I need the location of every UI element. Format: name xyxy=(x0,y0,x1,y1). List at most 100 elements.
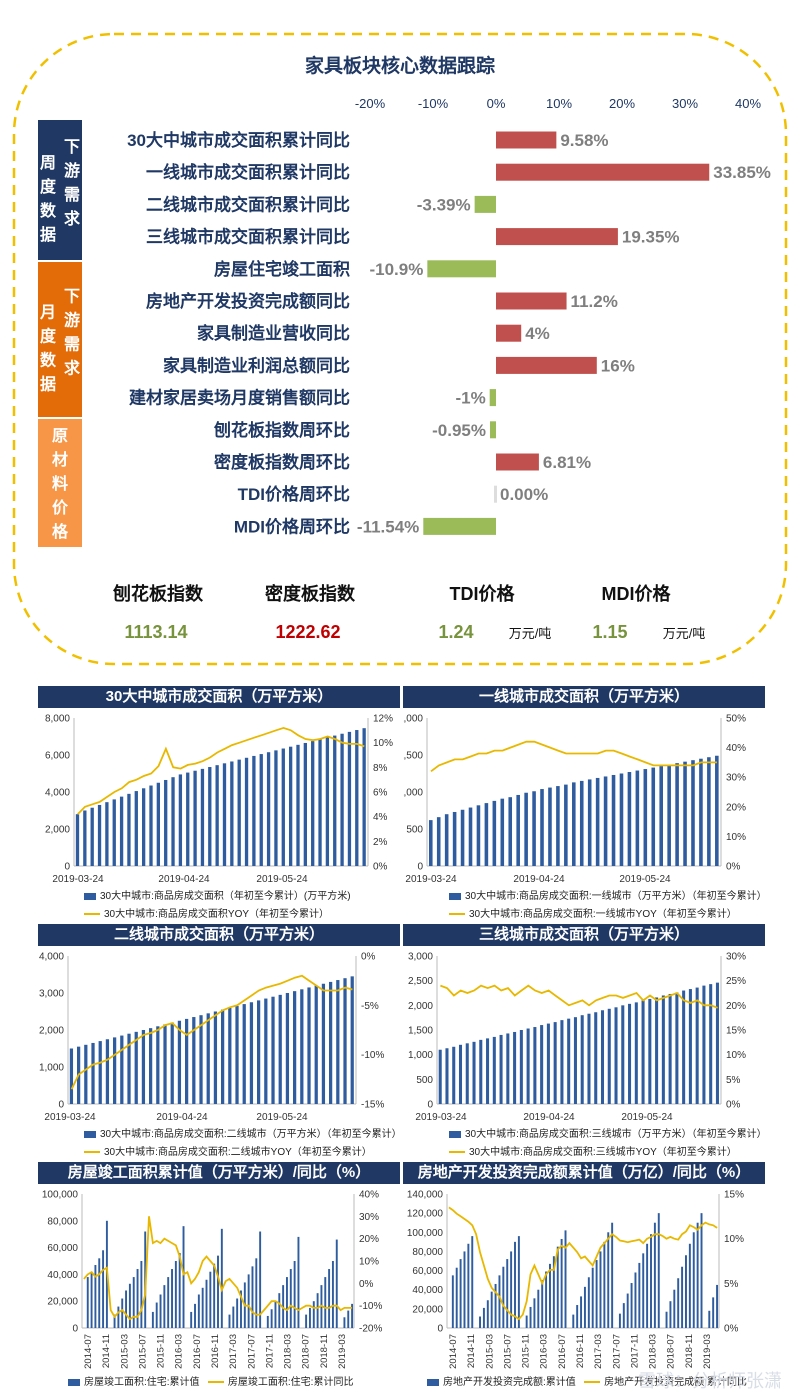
bar xyxy=(208,767,212,866)
page-title: 家具板块核心数据跟踪 xyxy=(305,54,495,77)
x-tick-label: 2014-11 xyxy=(466,1334,477,1368)
bar xyxy=(655,997,659,1104)
bar xyxy=(328,1269,331,1328)
bar xyxy=(119,796,124,866)
bar xyxy=(533,1027,537,1104)
legend: 30大中城市:商品房成交面积:三线城市（万平方米）（年初至今累计） 30大中城市… xyxy=(403,1126,767,1162)
bar xyxy=(305,1314,308,1328)
bar xyxy=(308,1307,311,1328)
bar xyxy=(336,980,340,1104)
bar xyxy=(642,1253,645,1328)
chart-investment: 0 20,000 40,000 60,000 80,000 100,000 120,000 1… xyxy=(407,1190,744,1369)
section-raw-material-block xyxy=(38,419,82,547)
bar xyxy=(628,1003,632,1104)
bar xyxy=(532,791,536,866)
x-tick-label: 20% xyxy=(609,96,635,111)
category-label: 密度板指数周环比 xyxy=(214,452,350,472)
x-tick-label: 2017-03 xyxy=(593,1334,604,1369)
y-tick-label: 1,500 xyxy=(403,751,423,762)
y2-tick-label: 10% xyxy=(724,1234,744,1245)
bar xyxy=(564,784,568,866)
panel-completion: 房屋竣工面积累计值（万平方米）/同比（%） 0 20,000 40,000 60,00… xyxy=(38,1162,400,1392)
bar xyxy=(221,1009,225,1104)
bar xyxy=(105,802,109,866)
y-tick-label: 2,000 xyxy=(45,825,70,836)
panel-30-city: 30大中城市成交面积（万平方米） 0 2,000 4,000 6,000 8,000 0%… xyxy=(38,686,400,924)
bar xyxy=(321,983,326,1104)
y-tick-label: 140,000 xyxy=(407,1190,444,1201)
y-tick-label: 8,000 xyxy=(45,714,70,725)
bar xyxy=(102,1250,105,1328)
summary-value: 1.24 xyxy=(438,622,473,642)
y2-tick-label: 10% xyxy=(726,1050,746,1061)
bar xyxy=(709,984,713,1104)
panel-investment: 房地产开发投资完成额累计值（万亿）/同比（%） 0 20,000 40,000 60,… xyxy=(403,1162,765,1392)
category-label: 30大中城市成交面积累计同比 xyxy=(127,130,350,150)
bar xyxy=(163,1285,166,1328)
bar xyxy=(171,777,175,866)
indicator-bar xyxy=(474,195,496,213)
bar xyxy=(506,1033,510,1104)
bar xyxy=(228,1007,232,1104)
bar xyxy=(611,1222,614,1328)
bar xyxy=(696,1222,699,1328)
bar xyxy=(699,758,703,866)
bar xyxy=(255,1258,258,1328)
section-label-char: 下 xyxy=(64,289,80,306)
bar xyxy=(324,1277,327,1328)
section-label-char: 月 xyxy=(39,304,56,322)
bar xyxy=(217,1255,219,1328)
bar xyxy=(587,1277,590,1328)
x-tick-label: 2015-11 xyxy=(521,1334,532,1368)
legend-bar-label: 30大中城市:商品房成交面积:二线城市（万平方米）（年初至今累计） xyxy=(100,1129,402,1140)
value-label: 9.58% xyxy=(560,131,608,150)
bar xyxy=(436,817,441,866)
bar xyxy=(259,754,263,866)
bar xyxy=(675,763,679,866)
x-tick-label: -10% xyxy=(418,96,449,111)
bar xyxy=(232,1306,235,1328)
bar xyxy=(155,1302,158,1328)
bar xyxy=(270,1309,273,1328)
dashed-border xyxy=(12,32,788,666)
bar xyxy=(476,805,481,866)
bar xyxy=(510,1251,513,1328)
bar xyxy=(164,779,168,866)
section-label-char: 求 xyxy=(64,359,81,378)
bar xyxy=(526,1028,530,1104)
bar xyxy=(197,1294,200,1328)
bar xyxy=(335,1239,338,1328)
bar xyxy=(194,1303,196,1328)
x-tick-label: 2017-07 xyxy=(611,1334,622,1369)
bar xyxy=(274,1301,277,1328)
section-label-char: 下 xyxy=(64,139,80,156)
bar xyxy=(343,978,347,1104)
bar xyxy=(580,1015,584,1104)
bar xyxy=(140,1261,143,1328)
chart-tier1: 0 500 1,000 1,500 2,000 0% 10% 20% 30% 40% 50% 2019… xyxy=(403,714,746,886)
x-tick-label: 10% xyxy=(546,96,572,111)
bar xyxy=(351,1303,354,1328)
bar xyxy=(560,1020,564,1104)
yoy-line xyxy=(77,726,365,815)
bar xyxy=(230,761,234,866)
bar xyxy=(97,804,102,866)
panel-tier1: 一线城市成交面积（万平方米） 0 500 1,000 1,500 2,000 0% 10% 2… xyxy=(403,686,767,924)
yoy-line xyxy=(440,984,718,1009)
bar xyxy=(174,1261,177,1328)
bar xyxy=(83,810,87,866)
bar xyxy=(587,1013,591,1104)
bar xyxy=(240,1290,242,1328)
bar xyxy=(648,998,652,1104)
chart-completion: 0 20,000 40,000 60,000 80,000 100,000 -20% -10%… xyxy=(42,1190,383,1369)
bar xyxy=(281,748,285,866)
indicator-bar xyxy=(496,163,710,181)
bar xyxy=(567,1018,571,1104)
y-tick-label: 2,000 xyxy=(403,714,423,725)
section-label-char: 材 xyxy=(52,450,68,469)
bar xyxy=(499,1034,503,1104)
legend: 30大中城市:商品房成交面积:二线城市（万平方米）（年初至今累计） 30大中城市… xyxy=(38,1126,402,1162)
bar xyxy=(222,763,227,866)
y-tick-label: 0 xyxy=(72,1324,78,1335)
